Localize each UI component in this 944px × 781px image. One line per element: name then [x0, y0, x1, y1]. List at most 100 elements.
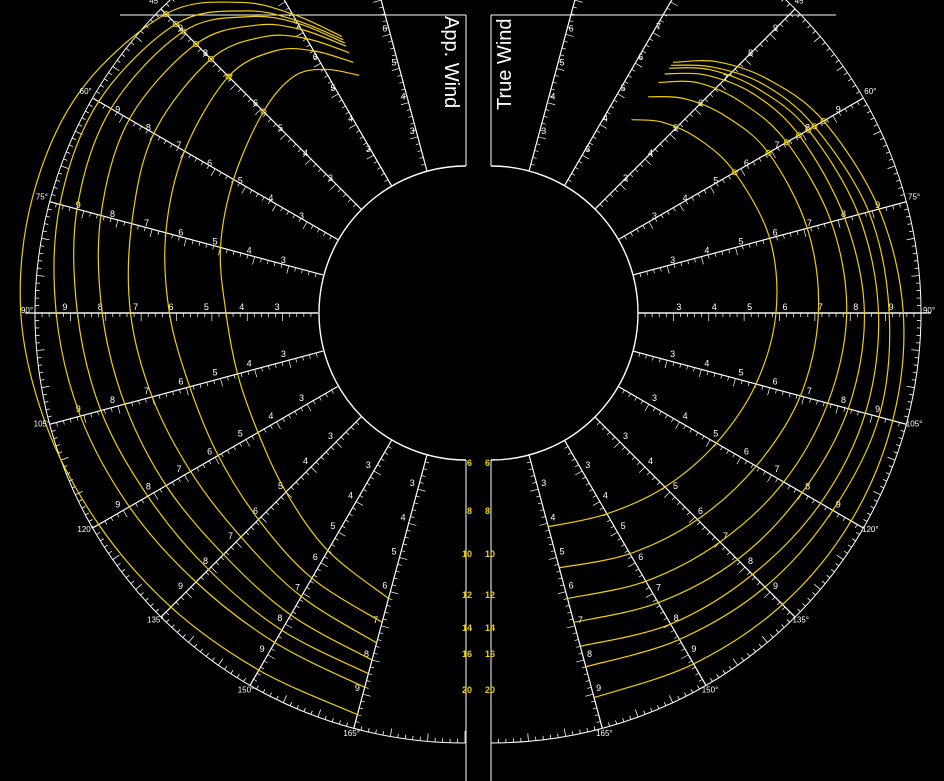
- right-spoke-tick: [795, 136, 799, 141]
- left-radial-tick-label: 3: [281, 349, 286, 359]
- right-outer-tick: [887, 165, 896, 170]
- right-spoke-tick: [622, 389, 625, 394]
- right-spoke-tick: [684, 118, 689, 123]
- left-spoke-tick: [380, 173, 385, 176]
- right-spoke-tick: [649, 38, 654, 41]
- left-spoke-tick: [320, 456, 325, 461]
- right-spoke-tick: [713, 372, 716, 377]
- left-radial-tick-label: 8: [146, 482, 151, 492]
- right-spoke-tick: [644, 404, 650, 412]
- right-spoke-tick: [575, 470, 583, 476]
- left-outer-tick: [331, 718, 334, 723]
- left-radial-tick-label: 9: [115, 105, 120, 115]
- right-spoke-tick: [762, 240, 765, 245]
- right-spoke-tick: [548, 543, 553, 546]
- right-spoke-tick: [707, 254, 710, 259]
- left-radial-tick-label: 6: [253, 506, 258, 516]
- left-outer-tick: [310, 710, 313, 715]
- right-outer-tick: [880, 485, 884, 489]
- left-spoke-tick: [386, 604, 391, 607]
- left-outer-tick: [243, 677, 246, 682]
- left-spoke-tick: [246, 254, 249, 259]
- left-radial-tick-label: 4: [303, 148, 308, 158]
- right-wind-speed-label: 10: [485, 549, 495, 559]
- right-spoke-tick: [554, 74, 559, 77]
- left-spoke-tick: [330, 183, 337, 190]
- right-spoke-tick: [721, 251, 724, 256]
- right-radial-tick-label: 4: [603, 491, 608, 501]
- left-panel-grid: 3 4 5 6 7 8 9 3 4 5 6 7 8 9 3 4 5 6 7 8 9 3 4 5 6 7 8 9 3 4 5 6 7 8 9 3 4 5 6 7…: [25, 0, 467, 781]
- right-spoke-tick: [556, 68, 565, 71]
- right-outer-tick: [855, 91, 860, 94]
- left-spoke-tick: [408, 522, 417, 526]
- right-radial-tick-label: 5: [747, 302, 752, 312]
- left-spoke-tick: [215, 561, 220, 566]
- left-outer-tick: [188, 636, 195, 643]
- right-radial-tick-label: 5: [621, 83, 626, 93]
- left-outer-tick: [303, 707, 306, 712]
- right-spoke-tick: [558, 61, 563, 64]
- right-outer-tick: [579, 729, 581, 734]
- left-spoke-tick: [410, 122, 415, 125]
- right-outer-tick: [900, 194, 905, 196]
- right-spoke-tick: [680, 262, 683, 267]
- left-outer-tick: [112, 554, 120, 560]
- right-radial-tick-label: 4: [704, 246, 709, 256]
- left-outer-tick: [51, 430, 56, 432]
- left-spoke-tick: [415, 495, 420, 498]
- right-spoke-tick: [567, 625, 575, 629]
- left-spoke-tick: [115, 219, 119, 228]
- right-outer-tick: [563, 728, 567, 737]
- right-spoke-tick: [735, 247, 738, 256]
- right-spoke-tick: [842, 517, 846, 522]
- right-spoke-tick: [630, 232, 633, 237]
- right-outer-tick: [888, 158, 893, 161]
- right-outer-tick: [802, 603, 806, 607]
- right-spoke-tick: [782, 234, 785, 239]
- right-spoke-tick: [739, 63, 744, 68]
- right-spoke-tick: [530, 488, 539, 492]
- right-spoke-tick: [582, 154, 590, 160]
- left-wind-speed-label: 14: [462, 623, 472, 633]
- right-spoke-tick: [714, 88, 719, 93]
- right-spoke-tick: [581, 666, 586, 669]
- left-outer-tick: [41, 385, 50, 389]
- right-spoke-tick: [638, 56, 643, 60]
- left-spoke-tick: [393, 61, 398, 64]
- right-angle-label: 120°: [862, 525, 879, 534]
- right-outer-tick: [608, 722, 610, 727]
- left-outer-tick: [53, 186, 58, 189]
- left-spoke-tick: [320, 562, 328, 568]
- left-radial-tick-label: 8: [203, 48, 208, 58]
- left-spoke-tick: [282, 418, 285, 422]
- left-radial-tick-label: 7: [228, 531, 233, 541]
- left-speed-curve-6: [219, 68, 389, 599]
- left-outer-tick: [176, 629, 181, 633]
- left-spoke-tick: [356, 130, 360, 133]
- left-angle-label: 45°: [149, 0, 161, 5]
- right-outer-tick: [898, 186, 903, 189]
- right-radial-tick-label: 7: [578, 615, 583, 625]
- right-spoke-tick: [606, 519, 611, 523]
- left-spoke-tick: [364, 687, 369, 689]
- right-spoke-tick: [693, 367, 695, 372]
- right-spoke-tick: [850, 104, 854, 109]
- left-spoke-tick: [329, 235, 332, 240]
- left-radial-tick-label: 6: [178, 227, 183, 237]
- right-spoke-tick: [688, 660, 693, 664]
- left-spoke-tick: [281, 361, 284, 366]
- right-spoke-tick: [585, 148, 590, 152]
- right-outer-tick: [747, 652, 751, 657]
- right-spoke-tick: [674, 128, 679, 133]
- left-spoke-tick: [104, 520, 108, 525]
- left-outer-tick: [130, 580, 135, 584]
- right-radial-tick-label: 5: [739, 368, 744, 378]
- right-radial-tick-label: 3: [670, 255, 675, 265]
- right-spoke-tick: [869, 415, 873, 423]
- right-radial-tick-label: 6: [569, 23, 574, 33]
- right-spoke-tick: [740, 168, 746, 176]
- left-spoke-tick: [292, 143, 297, 148]
- left-radial-tick-label: 8: [146, 122, 151, 132]
- left-spoke-tick: [348, 117, 353, 121]
- left-outer-tick: [63, 158, 68, 161]
